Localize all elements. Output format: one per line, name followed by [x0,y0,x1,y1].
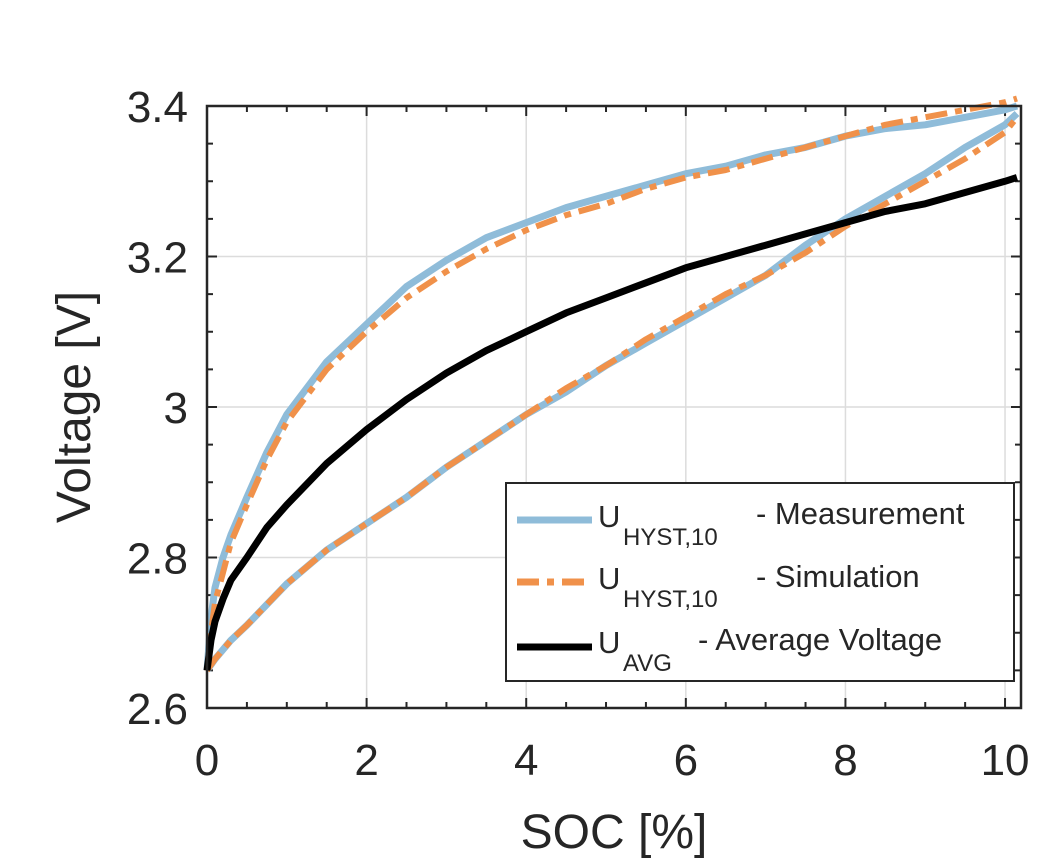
svg-text:U: U [598,561,620,596]
y-tick-label: 3.2 [127,234,188,283]
series-line-simulation-upper [204,95,1018,671]
legend-label-measurement-sub: HYST,10 [623,524,718,551]
legend-label-average-desc: - Average Voltage [698,622,942,657]
svg-text:- Simulation: - Simulation [756,559,920,594]
svg-text:- Measurement: - Measurement [756,496,965,531]
series-lines [203,95,1020,673]
y-tick-label: 2.6 [127,685,188,734]
legend-label-average-main: U [598,625,620,660]
y-tick-labels: 2.6 2.8 3 3.2 3.4 [127,83,188,734]
x-tick-label: 4 [514,736,538,785]
x-tick-label: 2 [354,736,378,785]
svg-text:U: U [598,625,620,660]
x-tick-labels: 0 2 4 6 8 10 [195,736,1030,785]
svg-text:U: U [598,499,620,534]
y-axis-label: Voltage [V] [48,291,101,523]
series-line-simulation-lower [204,115,1020,673]
y-tick-label: 3.4 [127,83,188,132]
y-tick-label: 3 [164,384,188,433]
x-tick-label: 8 [833,736,857,785]
x-tick-label: 0 [195,736,219,785]
legend: U HYST,10 - Measurement U HYST,10 - Simu… [505,482,1015,682]
legend-label-simulation-desc: - Simulation [756,559,920,594]
legend-label-simulation-sub: HYST,10 [623,586,718,613]
x-tick-label: 10 [981,736,1030,785]
svg-text:HYST,10: HYST,10 [623,586,718,613]
plot-frame [205,104,1023,710]
svg-text:AVG: AVG [623,650,672,677]
legend-label-average-sub: AVG [623,650,672,677]
svg-text:HYST,10: HYST,10 [623,524,718,551]
x-tick-label: 6 [674,736,698,785]
svg-text:- Average Voltage: - Average Voltage [698,622,942,657]
legend-label-measurement-desc: - Measurement [756,496,965,531]
legend-label-measurement-main: U [598,499,620,534]
series-line-average [203,174,1019,671]
x-axis-label: SOC [%] [521,806,708,859]
legend-label-simulation-main: U [598,561,620,596]
y-tick-label: 2.8 [127,535,188,584]
